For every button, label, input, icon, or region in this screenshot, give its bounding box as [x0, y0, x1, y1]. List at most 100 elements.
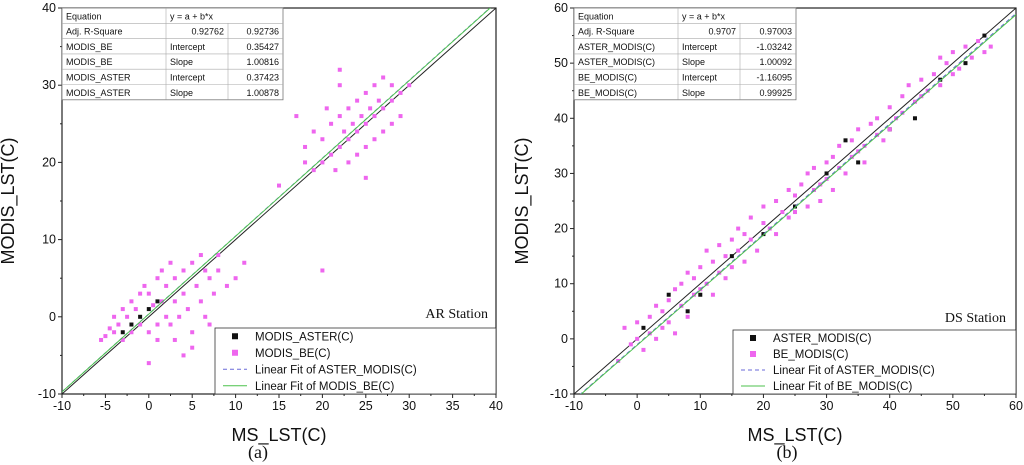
legend-label: Linear Fit of ASTER_MODIS(C) [255, 364, 417, 376]
be-point [919, 94, 924, 99]
be-point [159, 299, 164, 304]
stats-cell: Slope [170, 57, 193, 67]
be-point [337, 144, 342, 149]
be-point [99, 337, 104, 342]
be-point [168, 322, 173, 327]
aster-point [856, 160, 861, 165]
x-tick-label: 20 [756, 399, 770, 413]
be-point [112, 314, 117, 319]
be-point [172, 276, 177, 281]
be-point [906, 83, 911, 88]
y-tick-label: 40 [554, 111, 568, 125]
be-point [159, 268, 164, 273]
stats-cell: 0.92762 [191, 27, 224, 37]
be-point [761, 204, 766, 209]
be-point [900, 94, 905, 99]
be-point [704, 248, 709, 253]
stats-cell: Equation [578, 11, 614, 21]
stats-cell: ASTER_MODIS(C) [578, 42, 655, 52]
be-point [969, 55, 974, 60]
be-point [982, 50, 987, 55]
be-point [679, 281, 684, 286]
be-point [742, 259, 747, 264]
x-tick-label: 30 [402, 399, 416, 413]
be-point [381, 75, 386, 80]
be-point [963, 44, 968, 49]
be-point [824, 176, 829, 181]
be-point [931, 72, 936, 77]
aster-point [761, 232, 766, 237]
be-point [368, 106, 373, 111]
panel-caption: (a) [248, 442, 268, 463]
y-tick-label: 30 [554, 166, 568, 180]
identity-line [574, 8, 1016, 394]
be-point [381, 106, 386, 111]
be-point [185, 307, 190, 312]
aster-point [120, 330, 125, 335]
x-tick-label: 10 [229, 399, 243, 413]
be-point [164, 314, 169, 319]
y-tick-label: 10 [42, 233, 56, 247]
x-tick-label: 0 [145, 399, 152, 413]
be-point [151, 303, 156, 308]
stats-cell: BE_MODIS(C) [578, 73, 637, 83]
be-point [355, 152, 360, 157]
be-point [691, 276, 696, 281]
be-point [786, 187, 791, 192]
legend: MODIS_ASTER(C) MODIS_BE(C) Linear Fit of A… [214, 327, 497, 395]
station-label: AR Station [425, 307, 488, 322]
be-point [303, 160, 308, 165]
be-point [198, 299, 203, 304]
be-point [843, 171, 848, 176]
legend-marker-aster [232, 333, 238, 340]
be-point [685, 270, 690, 275]
be-point [938, 83, 943, 88]
x-tick-label: 20 [315, 399, 329, 413]
y-tick-label: 20 [554, 222, 568, 236]
be-point [168, 260, 173, 265]
be-point [303, 144, 308, 149]
be-point [654, 303, 659, 308]
stats-cell: Adj. R-Square [578, 27, 635, 37]
be-point [363, 121, 368, 126]
be-point [887, 127, 892, 132]
be-point [207, 276, 212, 281]
y-axis-title: MODIS_LST(C) [512, 137, 533, 264]
be-point [805, 171, 810, 176]
be-point [875, 116, 880, 121]
be-point [242, 260, 247, 265]
be-point [355, 129, 360, 134]
stats-cell: y = a + b*x [170, 11, 214, 21]
stats-cell: 0.97003 [759, 27, 792, 37]
be-point [207, 322, 212, 327]
be-point [133, 307, 138, 312]
be-point [673, 331, 678, 336]
be-point [950, 50, 955, 55]
be-point [660, 325, 665, 330]
be-point [919, 77, 924, 82]
be-point [112, 330, 117, 335]
legend-label: BE_MODIS(C) [773, 349, 849, 361]
stats-cell: Slope [682, 88, 705, 98]
be-point [224, 283, 229, 288]
be-point [748, 215, 753, 220]
be-point [372, 114, 377, 119]
be-point [155, 322, 160, 327]
be-point [407, 83, 412, 88]
be-point [181, 291, 186, 296]
be-point [216, 253, 221, 258]
stats-cell: MODIS_ASTER [66, 73, 131, 83]
stats-cell: Slope [170, 88, 193, 98]
be-point [129, 330, 134, 335]
be-point [146, 330, 151, 335]
be-point [654, 336, 659, 341]
be-point [635, 336, 640, 341]
be-point [849, 154, 854, 159]
be-point [698, 265, 703, 270]
be-point [107, 326, 112, 331]
legend-label: Linear Fit of ASTER_MODIS(C) [773, 365, 935, 377]
stats-cell: Adj. R-Square [66, 27, 123, 37]
stats-cell: ASTER_MODIS(C) [578, 57, 655, 67]
x-tick-label: 25 [359, 399, 373, 413]
be-point [355, 98, 360, 103]
